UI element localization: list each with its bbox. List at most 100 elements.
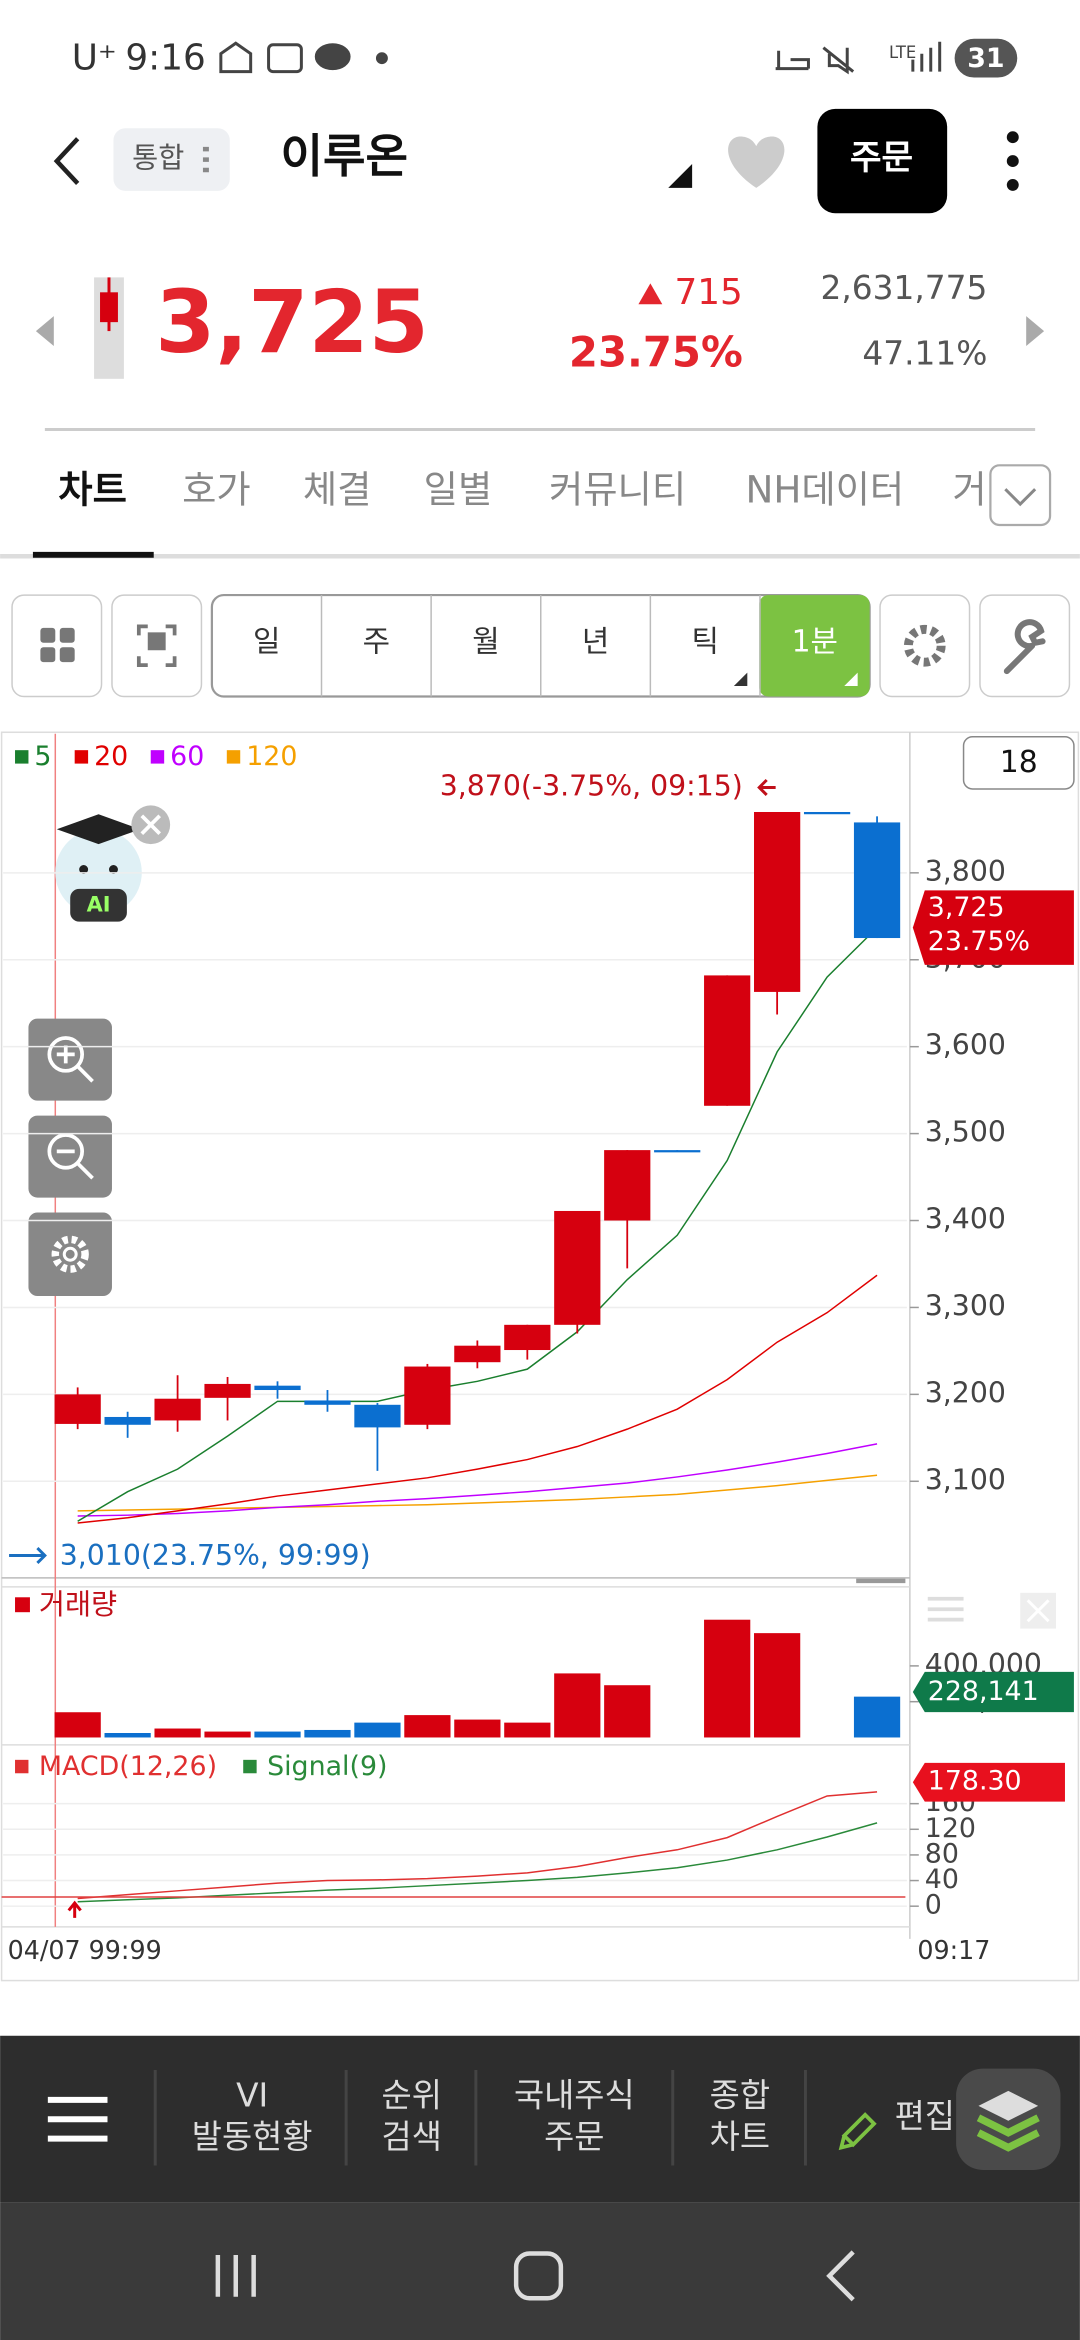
volume-bar	[54, 1712, 101, 1738]
nav-item[interactable]: 검색	[382, 2118, 442, 2156]
volume-bar	[404, 1715, 451, 1738]
nav-item[interactable]: 차트	[710, 2118, 770, 2156]
period-box[interactable]	[962, 736, 1075, 790]
chart-settings[interactable]	[28, 1212, 112, 1297]
tabs-expand-icon	[1004, 488, 1037, 507]
period-button[interactable]: 1분	[792, 624, 838, 659]
y-tick-label: 40	[925, 1864, 959, 1895]
period-button[interactable]: 년	[582, 624, 609, 659]
y-tick-label: 3,200	[925, 1376, 1006, 1409]
tab[interactable]: 차트	[58, 468, 127, 512]
volume-bar	[154, 1728, 201, 1738]
next-arrow[interactable]	[1026, 316, 1045, 347]
nav-item[interactable]: 종합	[710, 2076, 770, 2114]
price-tag-value: 3,725	[928, 892, 1005, 923]
period-button[interactable]: 틱	[691, 624, 718, 659]
candle-body	[304, 1400, 351, 1405]
favorite-button[interactable]	[728, 136, 785, 188]
x-label-start: 04/07 99:99	[8, 1935, 162, 1965]
candle-body	[54, 1394, 101, 1424]
macd-line	[77, 1791, 878, 1900]
lte-icon: LTE	[889, 43, 916, 62]
tab[interactable]: 커뮤니티	[549, 468, 686, 512]
tab[interactable]: 호가	[182, 468, 251, 512]
candle-body	[354, 1404, 401, 1428]
tabs-expand[interactable]	[989, 464, 1052, 527]
period-count[interactable]: 18	[1000, 745, 1038, 780]
volume-bar	[304, 1729, 351, 1738]
order-button[interactable]	[817, 108, 948, 214]
x-label-end: 09:17	[917, 1935, 990, 1965]
order-label[interactable]: 주문	[850, 138, 913, 178]
period-button[interactable]: 월	[472, 624, 499, 659]
candle-body	[754, 811, 801, 992]
candle-body	[454, 1345, 501, 1363]
back-button[interactable]	[53, 137, 80, 185]
legend-swatch	[243, 1759, 257, 1774]
prev-arrow[interactable]	[35, 316, 54, 347]
high-arrow	[757, 778, 776, 796]
legend-swatch	[226, 750, 241, 764]
nav-item[interactable]: 편집	[895, 2097, 955, 2135]
tools-icon	[1003, 619, 1046, 675]
candle-body	[704, 975, 751, 1106]
clock: 9:16	[125, 38, 205, 79]
y-tick-label: 80	[925, 1838, 959, 1869]
period-button[interactable]: 일	[253, 624, 280, 659]
tab[interactable]: 일별	[424, 468, 493, 512]
current-price: 3,725	[155, 273, 429, 373]
nav-item[interactable]: 순위	[382, 2076, 442, 2114]
tab[interactable]: NH데이터	[745, 468, 904, 512]
stock-name[interactable]: 이루온	[280, 129, 408, 183]
y-tick-label: 3,600	[925, 1029, 1006, 1062]
y-tick-label: 3,800	[925, 855, 1006, 888]
layout-button[interactable]	[11, 594, 103, 698]
panel-menu[interactable]	[927, 1596, 964, 1622]
legend-swatch	[74, 750, 89, 764]
zoom-out[interactable]	[28, 1115, 112, 1198]
nav-item[interactable]: 발동현황	[192, 2118, 313, 2156]
high-annotation: 3,870(-3.75%, 09:15)	[440, 769, 743, 802]
period-button[interactable]: 주	[363, 624, 390, 659]
layers-button[interactable]	[956, 2068, 1061, 2170]
y-tick-label: 3,300	[925, 1289, 1006, 1322]
nav-item[interactable]: 주문	[544, 2118, 604, 2156]
battery-level: 31	[967, 43, 1004, 74]
system-back[interactable]	[826, 2250, 855, 2302]
mini-candle	[100, 292, 118, 323]
volume-bar	[554, 1673, 601, 1738]
dropdown-icon[interactable]	[668, 164, 693, 188]
up-triangle	[638, 283, 663, 305]
menu-button[interactable]	[47, 2096, 108, 2142]
status-icons	[219, 41, 942, 75]
candle-body	[104, 1416, 151, 1425]
candle-body	[154, 1398, 201, 1421]
volume-bar	[604, 1685, 651, 1738]
y-tick-label: 3,100	[925, 1463, 1006, 1496]
recents-button[interactable]	[215, 2254, 256, 2297]
capture-icon	[136, 624, 177, 668]
volume-bar	[853, 1696, 901, 1738]
ma-line	[77, 927, 878, 1522]
carrier: U⁺	[72, 38, 117, 79]
market-badge[interactable]: 통합	[132, 142, 184, 175]
zoom-in[interactable]	[28, 1018, 112, 1101]
tab[interactable]: 체결	[303, 468, 372, 512]
candle-body	[803, 811, 851, 815]
settings-button[interactable]	[879, 594, 971, 698]
tab[interactable]: 거	[952, 468, 986, 512]
candle-body	[853, 822, 901, 939]
nav-item[interactable]: 국내주식	[514, 2076, 635, 2114]
tab-bar: 차트 호가 체결 일별 커뮤니티 NH데이터 거	[58, 468, 986, 512]
more-button[interactable]	[1006, 131, 1019, 191]
y-tick-label: 3,400	[925, 1203, 1006, 1236]
badge-bg[interactable]	[113, 128, 230, 191]
price-tag	[912, 890, 1074, 965]
nav-item[interactable]: VI	[236, 2076, 268, 2114]
volume-bar	[454, 1719, 501, 1738]
home-button[interactable]	[513, 2251, 564, 2301]
legend-label: 5	[34, 741, 51, 772]
legend-swatch	[15, 750, 29, 764]
